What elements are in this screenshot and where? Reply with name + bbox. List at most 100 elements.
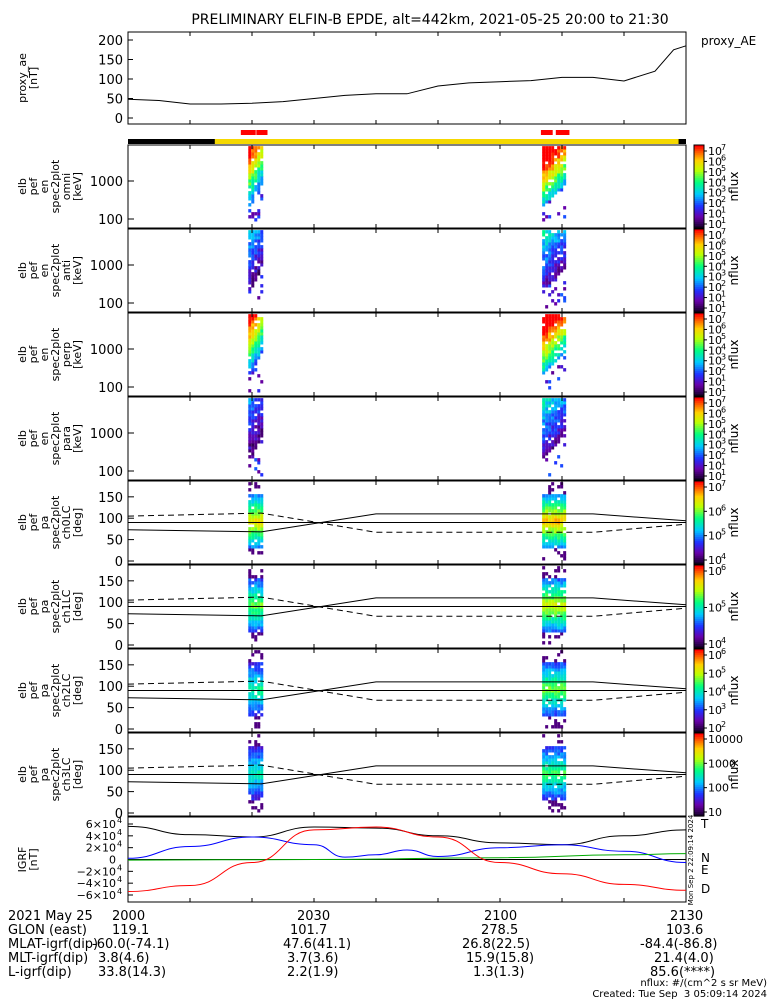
eph-mlat-2: 26.8(22.5)	[462, 937, 531, 952]
pa-ch3-colorbar-swatch	[694, 743, 704, 747]
pa-ch0-cell	[554, 503, 558, 507]
spec-anti-colorbar-swatch	[694, 251, 704, 255]
pa-ch3-cell	[542, 734, 546, 738]
pa-ch2-cell	[551, 725, 555, 729]
spec-para-cell	[251, 407, 255, 411]
panels-layer: 200150100500proxy_ae[nT]proxy_AE1000100e…	[16, 31, 756, 905]
pa-ch0-cell	[248, 527, 252, 531]
pa-ch2-cell	[551, 665, 555, 669]
spec-para-cell	[251, 416, 255, 420]
pa-ch2-cell	[248, 695, 252, 699]
pa-ch0-cell	[551, 539, 555, 543]
spec-anti-cell	[254, 278, 258, 282]
spec-para-cell	[542, 446, 546, 450]
pa-ch0-cell	[257, 485, 261, 489]
spec-omni-ylabel-line: omni	[60, 173, 73, 200]
spec-omni-cell	[557, 167, 561, 171]
spec-perp-cell	[548, 338, 552, 342]
spec-para-cell	[545, 440, 549, 444]
spec-omni-cell	[545, 173, 549, 177]
pa-ch0-cell	[260, 545, 264, 549]
pa-ch0-colorbar-swatch	[694, 559, 704, 563]
spec-anti-cell	[542, 245, 546, 249]
pa-ch0-cell	[542, 503, 546, 507]
spec-para-cell	[257, 413, 261, 417]
spec-para-cell	[542, 422, 546, 426]
spec-perp-cell	[545, 365, 549, 369]
spec-perp-colorbar-swatch	[694, 373, 704, 376]
pa-ch2-colorbar-swatch	[694, 671, 704, 675]
spec-anti-cell	[260, 257, 264, 261]
spec-anti-colorbar-swatch	[694, 266, 704, 270]
pa-ch0-colorbar-swatch	[694, 555, 704, 559]
spec-anti-cell	[251, 230, 255, 234]
pa-ch1-cell	[254, 626, 258, 630]
pa-ch2-cell	[548, 668, 552, 672]
spec-perp-cell	[551, 356, 555, 360]
spec-perp-cell	[254, 338, 258, 342]
spec-perp-cell	[248, 332, 252, 336]
spec-anti-colorbar-swatch	[694, 301, 704, 305]
pa-ch1-colorbar-swatch	[694, 618, 704, 622]
pa-ch3-colorbar-swatch	[694, 803, 704, 807]
spec-para-colorbar-tick-label: 10	[708, 460, 722, 473]
spec-perp-colorbar-tick-exp: 2	[721, 363, 726, 372]
igrf-ylabel-line: IGRF	[16, 847, 29, 873]
pa-ch1-cell	[542, 626, 546, 630]
spec-anti-cell	[548, 263, 552, 267]
spec-perp-cell	[542, 320, 546, 324]
spec-para-cell	[554, 401, 558, 405]
spec-anti-cell	[254, 257, 258, 261]
pa-ch1-cell	[554, 593, 558, 597]
pa-ch1-cell	[554, 608, 558, 612]
spec-perp-cell	[551, 347, 555, 351]
pa-ch1-colorbar-tick-label: 10	[708, 602, 722, 615]
spec-para-cell	[251, 410, 255, 414]
pa-ch0-cell	[554, 536, 558, 540]
pa-ch2-cell	[248, 692, 252, 696]
pa-ch1-cell	[551, 593, 555, 597]
pa-ch3-cell	[251, 776, 255, 780]
spec-para-colorbar-swatch	[694, 457, 704, 460]
pa-ch1-cell	[251, 626, 255, 630]
pa-ch2-cell	[248, 686, 252, 690]
spec-perp-cell	[248, 338, 252, 342]
spec-para-colorbar-swatch	[694, 477, 704, 481]
pa-ch3-cell	[257, 785, 261, 789]
pa-ch2-cell	[560, 686, 564, 690]
pa-ch3-colorbar-swatch	[694, 757, 704, 761]
pa-ch2-cell	[557, 671, 561, 675]
pa-ch2-cell	[548, 686, 552, 690]
spec-anti-cell	[248, 269, 252, 273]
pa-ch0-cell	[548, 506, 552, 510]
pa-ch3-cell	[548, 785, 552, 789]
pa-ch1-colorbar-swatch	[694, 581, 704, 585]
pa-ch1-colorbar-swatch	[694, 612, 704, 616]
pa-ch2-cell	[557, 695, 561, 699]
spec-omni-cell	[542, 194, 546, 198]
pa-ch3-cell	[248, 758, 252, 762]
pa-ch3-cell	[251, 806, 255, 810]
spec-omni-colorbar-swatch	[694, 167, 704, 171]
spec-anti-cell	[548, 278, 552, 282]
pa-ch3-cell	[557, 767, 561, 771]
spec-para-cell	[542, 419, 546, 423]
spec-anti-cell	[554, 260, 558, 264]
pa-ch0-loss-cone-line	[127, 513, 687, 533]
pa-ch2-cell	[257, 668, 261, 672]
spec-para-cell	[248, 464, 252, 468]
pa-ch3-cell	[260, 752, 264, 756]
spec-para-cell	[251, 419, 255, 423]
spec-anti-cell	[251, 233, 255, 237]
pa-ch1-cell	[254, 590, 258, 594]
pa-ch1-cell	[554, 602, 558, 606]
pa-ch2-cell	[542, 692, 546, 696]
spec-omni-cell	[251, 161, 255, 165]
spec-para-ylabel-line: pef	[27, 429, 40, 448]
spec-para-cell	[548, 416, 552, 420]
pa-ch1-cell	[260, 575, 264, 579]
spec-perp-ylabel-line: [keV]	[71, 340, 84, 369]
spec-perp-colorbar-swatch	[694, 354, 704, 358]
spec-omni-colorbar-tick-exp: 1	[721, 216, 726, 225]
pa-ch1-cell	[260, 584, 264, 588]
